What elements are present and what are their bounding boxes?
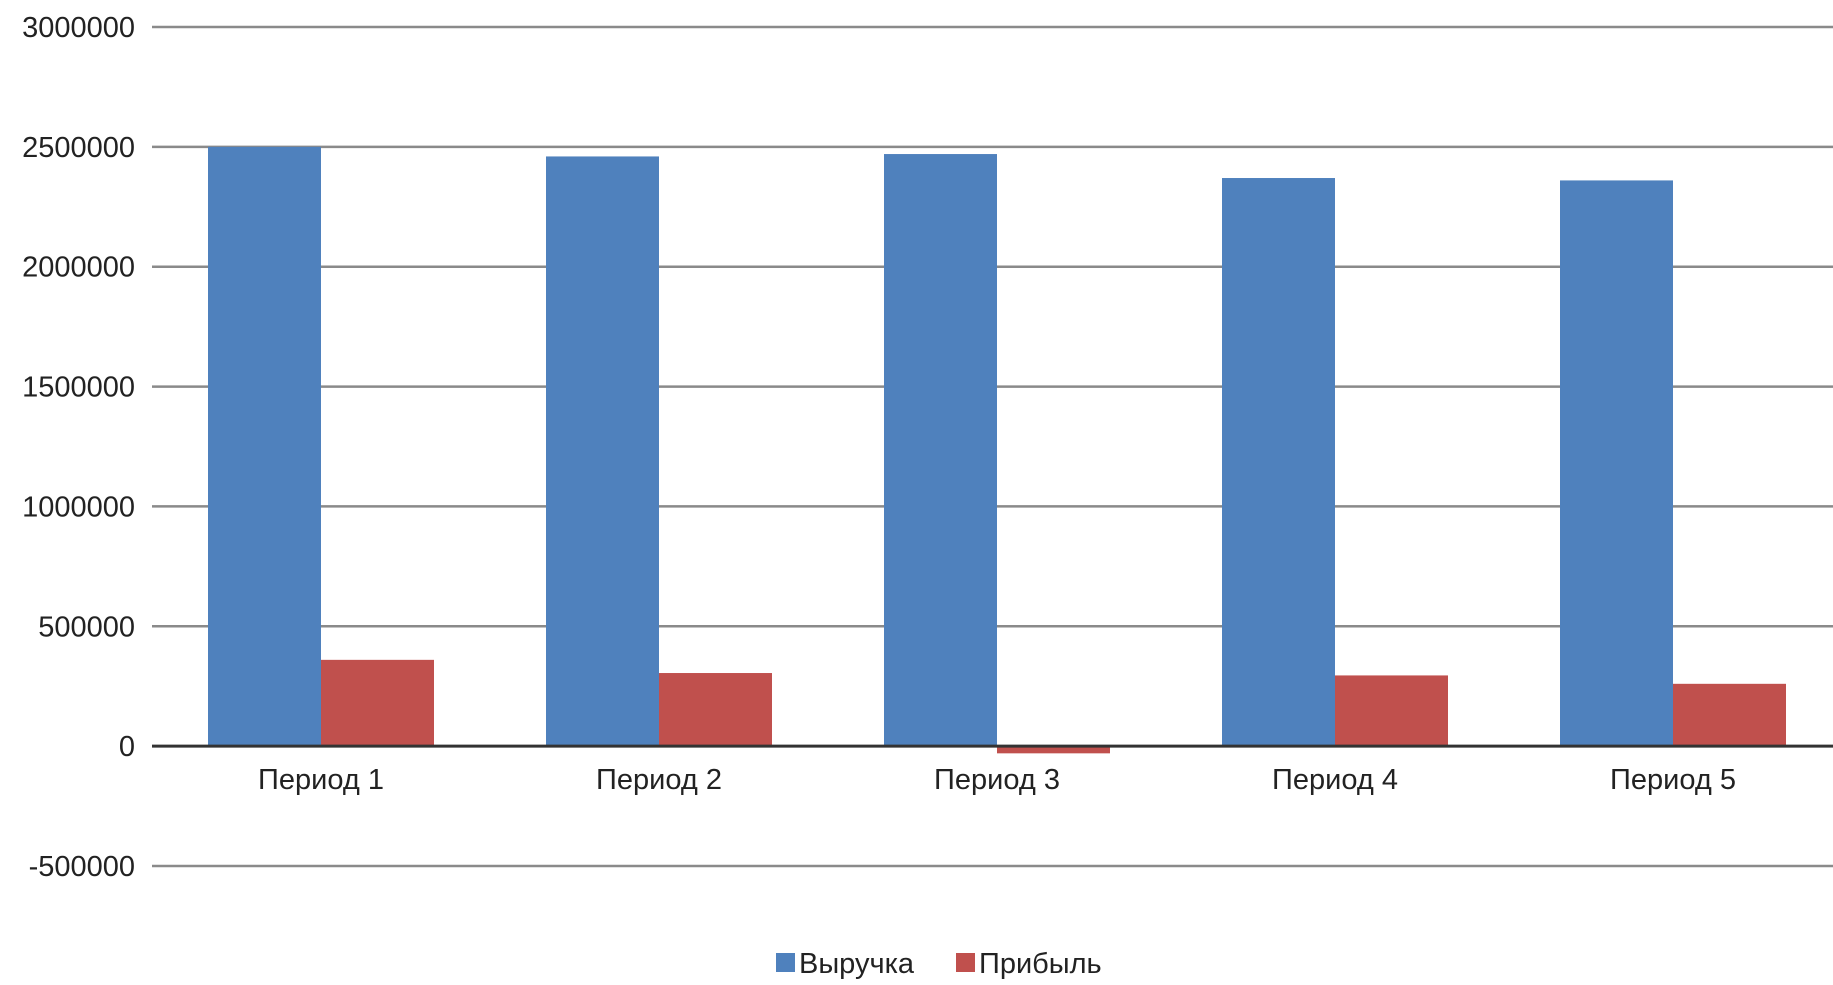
- y-tick-label: -500000: [29, 851, 135, 883]
- bar-revenue: [1560, 180, 1673, 747]
- legend-label: Выручка: [799, 948, 915, 980]
- y-tick-label: 1000000: [22, 491, 135, 523]
- bars: [208, 146, 1786, 754]
- y-axis-ticks: 3000000 2500000 2000000 1500000 1000000 50000…: [22, 12, 135, 883]
- bar-profit: [321, 659, 434, 747]
- x-tick-label: Период 1: [258, 764, 384, 796]
- bar-profit: [997, 746, 1110, 754]
- x-tick-label: Период 4: [1272, 764, 1398, 796]
- bar-revenue: [208, 146, 321, 747]
- y-tick-label: 500000: [38, 611, 135, 643]
- y-tick-label: 0: [119, 731, 135, 763]
- bar-revenue: [884, 154, 997, 747]
- legend-swatch: [956, 953, 975, 972]
- bar-profit: [659, 673, 772, 747]
- legend-swatch: [776, 953, 795, 972]
- x-tick-label: Период 3: [934, 764, 1060, 796]
- bar-revenue: [1222, 178, 1335, 747]
- y-tick-label: 3000000: [22, 12, 135, 44]
- x-tick-label: Период 2: [596, 764, 722, 796]
- x-axis-ticks: Период 1 Период 2 Период 3 Период 4 Период 5: [258, 764, 1736, 796]
- bar-profit: [1673, 683, 1786, 747]
- legend: Выручка Прибыль: [776, 948, 1102, 980]
- legend-label: Прибыль: [979, 948, 1102, 980]
- bar-revenue: [546, 156, 659, 747]
- y-tick-label: 2500000: [22, 132, 135, 164]
- bar-profit: [1335, 675, 1448, 747]
- y-tick-label: 1500000: [22, 372, 135, 404]
- x-tick-label: Период 5: [1610, 764, 1736, 796]
- y-tick-label: 2000000: [22, 252, 135, 284]
